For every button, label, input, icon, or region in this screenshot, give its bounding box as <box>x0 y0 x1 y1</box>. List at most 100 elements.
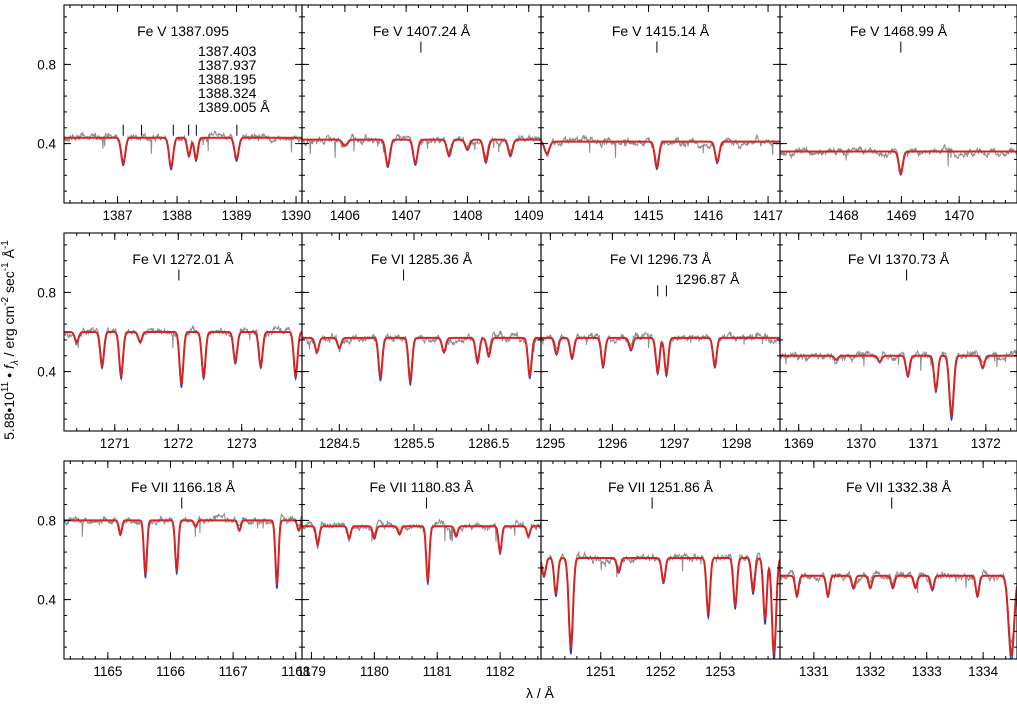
observed-spectrum <box>780 568 1017 643</box>
x-tick-label: 1334 <box>968 664 999 679</box>
observed-spectrum <box>302 132 541 167</box>
y-axis-unit-angstrom: Å <box>1 248 17 262</box>
spectrum-curves <box>64 512 302 589</box>
ion-label: Fe VI 1272.01 Å <box>132 251 234 267</box>
x-tick-label: 1168 <box>281 664 310 679</box>
x-tick-label: 1271 <box>100 436 130 451</box>
x-tick-label: 1408 <box>452 208 482 223</box>
y-axis-lambda-subscript: λ <box>10 360 21 366</box>
ion-label: Fe VII 1251.86 Å <box>608 479 714 495</box>
panel-frame <box>779 4 1017 204</box>
x-tick-label: 1273 <box>227 436 257 451</box>
panel-r2-c1: 1271 1272 1273 0.4 0.8 Fe VI 1272.01 Å <box>37 232 303 451</box>
model-spectrum-blue <box>64 519 302 589</box>
panel-r1-c1: 1387 1388 1389 1390 0.4 0.8 Fe V 1387.095 1387.… <box>37 4 311 223</box>
ion-label-extra: 1388.195 <box>198 71 257 87</box>
x-tick-label: 1296 <box>597 436 627 451</box>
spectrum-curves <box>780 349 1017 422</box>
model-spectrum-blue <box>780 575 1017 659</box>
model-spectrum-red <box>64 519 302 584</box>
model-spectrum-red <box>302 336 541 383</box>
x-tick-label: 1389 <box>222 208 252 223</box>
ion-label: Fe V 1407.24 Å <box>373 23 471 39</box>
x-tick-label: 1272 <box>163 436 193 451</box>
y-axis-dot: • <box>1 369 17 382</box>
spectrum-curves <box>64 324 302 389</box>
y-axis-unit-erg-exponent: -2 <box>0 296 11 305</box>
panel-r3-c1: 1165 1166 1167 1168 0.4 0.8 Fe VII 1166.18 Å <box>37 460 310 679</box>
x-tick-label: 1167 <box>219 664 248 679</box>
x-tick-label: 1417 <box>753 208 783 223</box>
x-tick-label: 1407 <box>391 208 421 223</box>
model-spectrum-red <box>541 336 780 376</box>
x-tick-label: 1298 <box>722 436 752 451</box>
model-spectrum-red <box>780 574 1017 657</box>
panel-r2-c3: 1295 1296 1297 1298 Fe VI 1296.73 Å 1296.87 Å <box>535 232 781 451</box>
x-tick-label: 1469 <box>886 208 916 223</box>
panel-r3-c3: 1251 1252 1253 Fe VII 1251.86 Å <box>540 460 781 679</box>
y-axis-unit-erg: / erg cm <box>1 306 17 360</box>
x-tick-label: 1251 <box>586 664 616 679</box>
x-tick-label: 1416 <box>693 208 723 223</box>
x-tick-label: 1406 <box>330 208 360 223</box>
spectrum-curves <box>302 132 541 169</box>
y-axis-title: 5.88•1011 • fλ / erg cm-2 sec-1 Å-1 <box>0 240 21 440</box>
ion-label: Fe V 1387.095 <box>137 23 229 39</box>
y-tick-label: 0.8 <box>37 285 56 300</box>
y-axis-unit-angstrom-exponent: -1 <box>0 240 11 249</box>
panel-frame <box>779 460 1017 660</box>
panel-r2-c2: 1284.5 1285.5 1286.5 Fe VI 1285.36 Å <box>301 232 542 451</box>
spectrum-curves <box>541 550 780 659</box>
y-tick-label: 0.4 <box>37 593 56 608</box>
x-tick-label: 1166 <box>156 664 185 679</box>
x-tick-label: 1414 <box>574 208 605 223</box>
x-tick-label: 1181 <box>423 664 452 679</box>
panel-r3-c4: 1331 1332 1333 1334 Fe VII 1332.38 Å <box>779 460 1017 679</box>
x-tick-label: 1409 <box>514 208 544 223</box>
model-spectrum-red <box>64 331 302 385</box>
x-tick-label: 1295 <box>535 436 565 451</box>
x-tick-label: 1371 <box>908 436 938 451</box>
ion-label: Fe VII 1332.38 Å <box>846 479 952 495</box>
model-spectrum-red <box>302 525 541 584</box>
panel-r1-c3: 1414 1415 1416 1417 Fe V 1415.14 Å <box>540 4 783 223</box>
panel-grid: 1387 1388 1389 1390 0.4 0.8 Fe V 1387.095 1387.… <box>37 4 1017 679</box>
x-tick-label: 1333 <box>912 664 942 679</box>
y-axis-unit-sec-exponent: -1 <box>0 262 11 271</box>
spectrum-curves <box>302 518 541 587</box>
y-tick-label: 0.4 <box>37 137 56 152</box>
x-tick-label: 1372 <box>971 436 1001 451</box>
ion-label-extra: 1387.937 <box>198 57 257 73</box>
x-tick-label: 1370 <box>846 436 876 451</box>
model-spectrum-red <box>541 140 780 169</box>
spectrum-curves <box>780 568 1017 659</box>
model-spectrum-red <box>780 150 1017 175</box>
y-axis-scale: 5.88•10 <box>1 392 17 440</box>
observed-spectrum <box>780 349 1017 415</box>
x-tick-label: 1369 <box>784 436 814 451</box>
y-axis-scale-exponent: 11 <box>0 381 11 392</box>
x-tick-label: 1387 <box>103 208 133 223</box>
observed-spectrum <box>64 512 302 577</box>
ion-label: Fe V 1415.14 Å <box>612 23 710 39</box>
spectrum-curves <box>780 144 1017 177</box>
panel-r1-c2: 1406 1407 1408 1409 Fe V 1407.24 Å <box>301 4 544 223</box>
spectrum-curves <box>64 130 302 171</box>
x-tick-label: 1332 <box>855 664 885 679</box>
ion-label: Fe VI 1296.73 Å <box>610 251 712 267</box>
ion-label: Fe V 1468.99 Å <box>850 23 948 39</box>
x-tick-label: 1388 <box>162 208 192 223</box>
x-tick-label: 1415 <box>634 208 664 223</box>
observed-spectrum <box>302 518 541 577</box>
model-spectrum-red <box>64 136 302 170</box>
ion-label: Fe VI 1285.36 Å <box>371 251 473 267</box>
spectrum-curves <box>541 133 780 171</box>
x-tick-label: 1253 <box>705 664 735 679</box>
ion-label: Fe VII 1180.83 Å <box>369 479 474 495</box>
x-tick-label: 1470 <box>944 208 974 223</box>
model-spectrum-red <box>541 557 780 654</box>
x-tick-label: 1165 <box>93 664 122 679</box>
panel-r3-c2: 1179 1180 1181 1182 Fe VII 1180.83 Å <box>297 460 542 679</box>
ion-label: Fe VII 1166.18 Å <box>131 479 236 495</box>
